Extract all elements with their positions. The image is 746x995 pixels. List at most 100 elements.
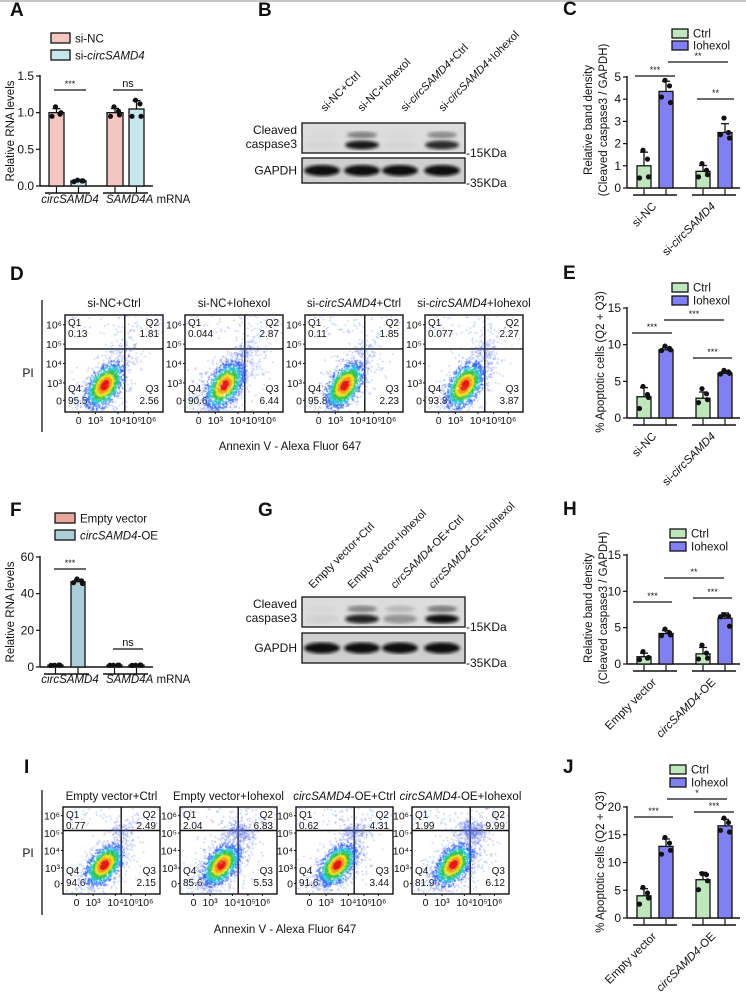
significance-label: *** bbox=[647, 322, 658, 332]
x-axis-title: Annexin V - Alexa Fluor 647 bbox=[214, 924, 357, 936]
band bbox=[383, 614, 417, 624]
flow-scatter-plot bbox=[412, 807, 509, 894]
panel-label-d: D bbox=[10, 264, 24, 285]
flow-scatter-plot bbox=[185, 315, 283, 412]
legend-swatch bbox=[54, 512, 76, 524]
flow-scatter-plot bbox=[305, 315, 403, 412]
y-tick-label: 10³ bbox=[47, 378, 63, 390]
data-point bbox=[658, 347, 665, 354]
data-point bbox=[129, 113, 135, 119]
data-point bbox=[48, 662, 54, 668]
flow-scatter-plot bbox=[425, 315, 523, 412]
legend-swatch bbox=[669, 777, 687, 788]
band bbox=[427, 131, 457, 139]
data-point bbox=[57, 662, 63, 668]
data-point bbox=[662, 77, 668, 83]
data-point bbox=[662, 834, 668, 841]
data-point bbox=[138, 113, 144, 119]
data-point bbox=[107, 113, 114, 119]
y-tick-label: 10³ bbox=[407, 378, 423, 390]
plot-title: si-circSAMD4+Ctrl bbox=[307, 298, 401, 310]
y-tick-label: 10⁵ bbox=[286, 339, 302, 351]
y-tick-label: 10⁴ bbox=[406, 359, 422, 371]
legend-label: Empty vector bbox=[80, 514, 147, 526]
x-tick-label: 0 bbox=[436, 415, 442, 427]
data-point bbox=[704, 655, 711, 661]
y-tick-label: 10⁴ bbox=[166, 359, 182, 371]
y-axis-label: (Cleaved caspase3 / GAPDH) bbox=[598, 531, 610, 684]
x-tick-label: 10⁵ bbox=[126, 415, 142, 427]
significance-label: ns bbox=[122, 78, 134, 90]
y-tick-label: 10³ bbox=[394, 863, 410, 875]
y-tick-label: 10⁴ bbox=[161, 846, 177, 858]
y-axis-label: % Apoptotic cells (Q2 + Q3) bbox=[595, 291, 607, 433]
y-tick-label: 0 bbox=[296, 395, 302, 407]
data-point bbox=[636, 901, 643, 907]
y-tick-label: 1.0 bbox=[17, 106, 34, 120]
x-tick-label: 10⁴ bbox=[456, 897, 472, 909]
bar bbox=[717, 372, 733, 419]
legend-label: Iohexol bbox=[691, 542, 728, 554]
bar bbox=[128, 108, 145, 187]
data-point bbox=[644, 890, 651, 896]
data-point bbox=[645, 654, 652, 661]
significance-label: *** bbox=[707, 587, 718, 597]
data-point bbox=[640, 884, 646, 891]
y-tick-label: 10⁴ bbox=[44, 846, 60, 858]
x-tick-label: 0 bbox=[307, 897, 313, 909]
data-point bbox=[667, 847, 674, 853]
data-point bbox=[658, 851, 665, 857]
x-tick-label: 0 bbox=[76, 415, 82, 427]
data-point bbox=[667, 632, 674, 638]
plot-title: si-NC+Ctrl bbox=[87, 298, 140, 310]
data-point bbox=[726, 829, 733, 835]
data-point bbox=[52, 104, 59, 110]
blot-row-label: caspase3 bbox=[246, 137, 298, 151]
blot-row-label: Cleaved bbox=[253, 123, 297, 137]
legend-swatch bbox=[671, 28, 689, 39]
x-tick-label: 10⁴ bbox=[110, 415, 126, 427]
significance-label: *** bbox=[689, 309, 700, 319]
y-tick-label: 5 bbox=[614, 621, 621, 635]
y-tick-label: 4 bbox=[614, 92, 621, 106]
legend-label: Ctrl bbox=[691, 765, 709, 777]
bar bbox=[658, 845, 674, 919]
legend-swatch bbox=[671, 295, 689, 306]
x-tick-label: 10⁵ bbox=[356, 897, 372, 909]
flow-scatter-plot bbox=[180, 807, 277, 894]
bar-chart-h: 0 5 10 15 Relative band density (Cleaved casp… bbox=[583, 528, 740, 740]
x-tick-label: 10³ bbox=[88, 415, 104, 427]
x-tick-label: 10³ bbox=[448, 415, 464, 427]
y-tick-label: 1 bbox=[614, 159, 621, 173]
legend-swatch bbox=[669, 541, 687, 552]
legend-label: Ctrl bbox=[691, 529, 709, 541]
y-tick-label: 10⁵ bbox=[161, 828, 177, 840]
significance-label: *** bbox=[65, 558, 76, 568]
x-tick-label: 10⁵ bbox=[246, 415, 262, 427]
y-tick-label: 0 bbox=[403, 879, 409, 891]
band bbox=[305, 614, 339, 624]
y-tick-label: 0 bbox=[614, 911, 621, 925]
data-point bbox=[658, 633, 665, 639]
x-tick-label: 10⁶ bbox=[260, 415, 276, 427]
legend-label: Ctrl bbox=[693, 29, 711, 41]
legend-label: Iohexol bbox=[693, 41, 730, 53]
y-tick-label: 10³ bbox=[162, 863, 178, 875]
lane-label: si-circSAMD4+Ctrl bbox=[399, 42, 471, 114]
flow-scatter-plot bbox=[65, 315, 163, 412]
data-point bbox=[699, 386, 705, 392]
y-tick-label: 3 bbox=[614, 114, 621, 128]
legend-label: Ctrl bbox=[693, 283, 711, 295]
data-point bbox=[71, 179, 77, 185]
data-point bbox=[640, 147, 646, 153]
data-point bbox=[49, 113, 55, 119]
data-point bbox=[695, 887, 702, 893]
data-point bbox=[703, 391, 710, 397]
x-tick-label: 0 bbox=[74, 897, 80, 909]
x-tick-label: 0 bbox=[191, 897, 197, 909]
data-point bbox=[695, 656, 702, 662]
plot-title: circSAMD4-OE+Iohexol bbox=[400, 791, 522, 803]
y-tick-label: 40 bbox=[21, 587, 35, 601]
